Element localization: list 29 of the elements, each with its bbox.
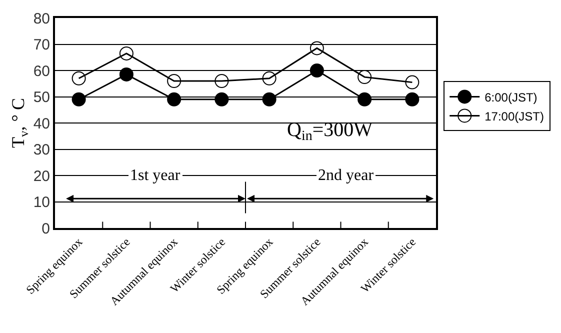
- point: [119, 46, 134, 60]
- y-tick-label: 70: [33, 36, 50, 54]
- point: [262, 92, 276, 106]
- y-tick-label: 0: [42, 220, 50, 238]
- y-tick-label: 40: [33, 115, 50, 132]
- point: [167, 92, 182, 106]
- point: [72, 92, 86, 106]
- y-tick-label: 10: [33, 194, 50, 211]
- y-tick-label: 50: [33, 89, 50, 106]
- y-tick-label: 60: [33, 62, 50, 80]
- legend-label: 17:00(JST): [484, 109, 544, 124]
- point: [358, 92, 372, 106]
- point: [405, 75, 420, 90]
- point: [358, 70, 372, 84]
- point: [310, 64, 324, 78]
- annotation: 2nd year: [318, 167, 374, 184]
- point: [167, 74, 182, 88]
- point: [262, 71, 276, 86]
- legend-label: 6:00(JST): [484, 90, 538, 104]
- point: [72, 71, 86, 86]
- point: [119, 67, 134, 82]
- y-tick-label: 20: [33, 168, 50, 185]
- point: [214, 92, 229, 106]
- point: [405, 92, 420, 106]
- y-tick-label: 80: [33, 10, 50, 28]
- annotation: 1st year: [130, 167, 181, 184]
- point: [310, 41, 324, 56]
- y-tick-label: 30: [33, 142, 50, 158]
- point: [214, 74, 229, 88]
